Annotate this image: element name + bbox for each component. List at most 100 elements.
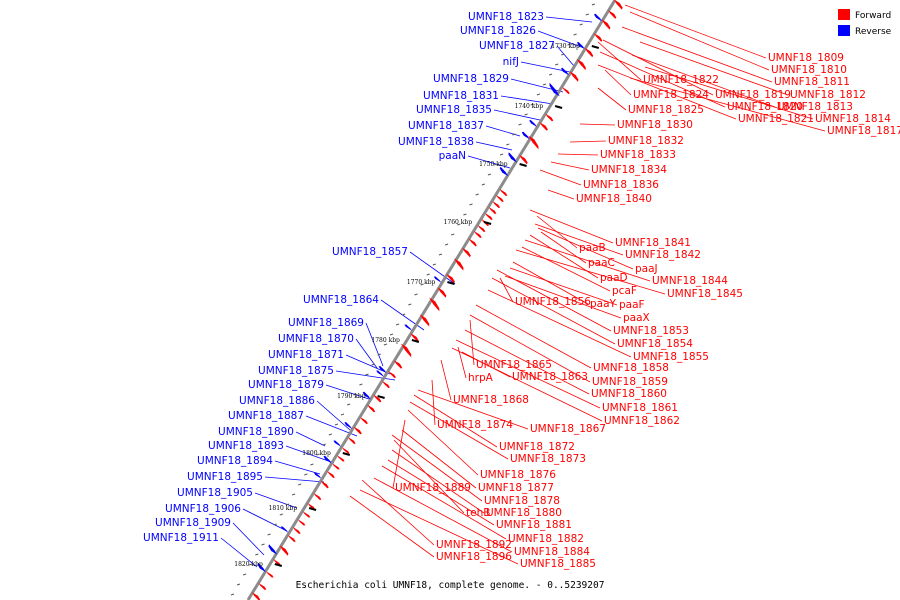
reverse-gene-label[interactable]: UMNF18_1823 [468, 11, 544, 23]
forward-gene-label[interactable]: pcaF [612, 285, 637, 297]
forward-gene-13 [496, 195, 504, 202]
forward-gene-label[interactable]: UMNF18_1858 [593, 362, 669, 374]
forward-gene-label[interactable]: UMNF18_1859 [592, 376, 668, 388]
forward-gene-label[interactable]: UMNF18_1821 [738, 113, 814, 125]
forward-gene-37 [342, 447, 350, 454]
forward-gene-label[interactable]: paaY [590, 298, 617, 310]
forward-gene-label[interactable]: UMNF18_1853 [613, 325, 689, 337]
reverse-gene-label[interactable]: UMNF18_1886 [239, 395, 315, 407]
forward-gene-label[interactable]: UMNF18_1812 [790, 89, 866, 101]
forward-gene-label[interactable]: UMNF18_1844 [652, 275, 728, 287]
reverse-label-connector [232, 522, 265, 556]
forward-gene-label[interactable]: paaJ [635, 263, 658, 275]
reverse-gene-label[interactable]: UMNF18_1879 [248, 379, 324, 391]
reverse-gene-label[interactable]: UMNF18_1835 [416, 104, 492, 116]
legend: Forward Reverse [838, 9, 892, 37]
reverse-gene-label[interactable]: UMNF18_1875 [258, 365, 334, 377]
forward-gene-label[interactable]: paaD [600, 272, 628, 284]
forward-gene-label[interactable]: UMNF18_1845 [667, 288, 743, 300]
forward-gene-label[interactable]: paaF [619, 299, 645, 311]
forward-gene-label[interactable]: UMNF18_1873 [510, 453, 586, 465]
reverse-gene-label[interactable]: UMNF18_1905 [177, 487, 253, 499]
forward-gene-label[interactable]: UMNF18_1874 [437, 419, 513, 431]
minor-tick [310, 463, 314, 466]
forward-gene-label[interactable]: UMNF18_1872 [499, 441, 575, 453]
reverse-gene-label[interactable]: UMNF18_1894 [197, 455, 273, 467]
forward-gene-label[interactable]: UMNF18_1830 [617, 119, 693, 131]
forward-gene-39 [332, 463, 340, 470]
forward-label-connector [537, 227, 634, 270]
forward-gene-label[interactable]: UMNF18_1856 [515, 296, 591, 308]
forward-gene-label[interactable]: UMNF18_1836 [583, 179, 659, 191]
forward-gene-label[interactable]: tehB [466, 507, 490, 519]
reverse-gene-label[interactable]: UMNF18_1893 [208, 440, 284, 452]
forward-gene-label[interactable]: UMNF18_1810 [771, 64, 847, 76]
forward-gene-label[interactable]: hrpA [468, 372, 494, 384]
forward-gene-label[interactable]: UMNF18_1876 [480, 469, 556, 481]
reverse-gene-label[interactable]: UMNF18_1838 [398, 136, 474, 148]
forward-gene-label[interactable]: UMNF18_1834 [591, 164, 667, 176]
forward-gene-label[interactable]: paaB [579, 242, 606, 254]
forward-gene-label[interactable]: UMNF18_1841 [615, 237, 691, 249]
reverse-gene-label[interactable]: UMNF18_1864 [303, 294, 379, 306]
forward-gene-label[interactable]: UMNF18_1813 [777, 101, 853, 113]
reverse-gene-label[interactable]: UMNF18_1871 [268, 349, 344, 361]
forward-gene-label[interactable]: UMNF18_1884 [514, 546, 590, 558]
reverse-gene-label[interactable]: UMNF18_1895 [187, 471, 263, 483]
forward-gene-label[interactable]: UMNF18_1832 [608, 135, 684, 147]
reverse-gene-label[interactable]: UMNF18_1870 [278, 333, 354, 345]
reverse-label-connector [264, 476, 325, 483]
forward-gene-label[interactable]: UMNF18_1854 [617, 338, 693, 350]
forward-gene-label[interactable]: UMNF18_1882 [508, 533, 584, 545]
reverse-gene-label[interactable]: UMNF18_1887 [228, 410, 304, 422]
forward-gene-label[interactable]: UMNF18_1833 [600, 149, 676, 161]
forward-gene-label[interactable]: UMNF18_1881 [496, 519, 572, 531]
reverse-gene-label[interactable]: UMNF18_1827 [479, 40, 555, 52]
forward-gene-26 [419, 314, 430, 327]
forward-gene-label[interactable]: UMNF18_1809 [768, 52, 844, 64]
reverse-gene-label[interactable]: UMNF18_1829 [433, 73, 509, 85]
forward-gene-label[interactable]: UMNF18_1825 [628, 104, 704, 116]
reverse-gene-label[interactable]: nifJ [503, 56, 519, 68]
reverse-label-connector [220, 537, 258, 568]
forward-gene-label[interactable]: UMNF18_1824 [633, 89, 709, 101]
forward-gene-label[interactable]: paaX [623, 312, 650, 324]
forward-gene-label[interactable]: UMNF18_1880 [486, 507, 562, 519]
reverse-gene-label[interactable]: UMNF18_1837 [408, 120, 484, 132]
reverse-gene-label[interactable]: UMNF18_1890 [218, 426, 294, 438]
forward-gene-label[interactable]: UMNF18_1863 [512, 371, 588, 383]
forward-gene-label[interactable]: UMNF18_1896 [436, 551, 512, 563]
forward-gene-label[interactable]: UMNF18_1868 [453, 394, 529, 406]
forward-gene-label[interactable]: UMNF18_1855 [633, 351, 709, 363]
forward-gene-label[interactable]: paaC [588, 257, 615, 269]
forward-gene-label[interactable]: UMNF18_1817 [827, 125, 900, 137]
reverse-gene-label[interactable]: UMNF18_1831 [423, 90, 499, 102]
forward-gene-label[interactable]: UMNF18_1814 [815, 113, 891, 125]
forward-gene-label[interactable]: UMNF18_1865 [476, 359, 552, 371]
reverse-gene-label[interactable]: UMNF18_1869 [288, 317, 364, 329]
forward-gene-label[interactable]: UMNF18_1811 [774, 76, 850, 88]
forward-gene-label[interactable]: UMNF18_1885 [520, 558, 596, 570]
forward-gene-label[interactable]: UMNF18_1842 [625, 249, 701, 261]
reverse-gene-label[interactable]: UMNF18_1857 [332, 246, 408, 258]
forward-gene-label[interactable]: UMNF18_1820 [727, 101, 803, 113]
forward-gene-label[interactable]: UMNF18_1892 [436, 539, 512, 551]
forward-gene-label[interactable]: UMNF18_1867 [530, 423, 606, 435]
forward-gene-label[interactable]: UMNF18_1877 [478, 482, 554, 494]
forward-gene-label[interactable]: UMNF18_1861 [602, 402, 678, 414]
forward-gene-label[interactable]: UMNF18_1819 [715, 89, 791, 101]
forward-label-connector [469, 314, 591, 383]
forward-gene-label[interactable]: UMNF18_1862 [604, 415, 680, 427]
forward-gene-label[interactable]: UMNF18_1860 [591, 388, 667, 400]
reverse-gene-label[interactable]: UMNF18_1911 [143, 532, 219, 544]
reverse-gene-label[interactable]: UMNF18_1906 [165, 503, 241, 515]
reverse-gene-label[interactable]: UMNF18_1909 [155, 517, 231, 529]
reverse-gene-label[interactable]: UMNF18_1826 [460, 25, 536, 37]
reverse-label-connector [520, 61, 571, 73]
reverse-gene-3 [549, 82, 560, 97]
forward-gene-label[interactable]: UMNF18_1889 [395, 482, 471, 494]
forward-gene-label[interactable]: UMNF18_1878 [484, 495, 560, 507]
forward-gene-label[interactable]: UMNF18_1822 [643, 74, 719, 86]
reverse-gene-label[interactable]: paaN [439, 150, 466, 162]
forward-gene-label[interactable]: UMNF18_1840 [576, 193, 652, 205]
